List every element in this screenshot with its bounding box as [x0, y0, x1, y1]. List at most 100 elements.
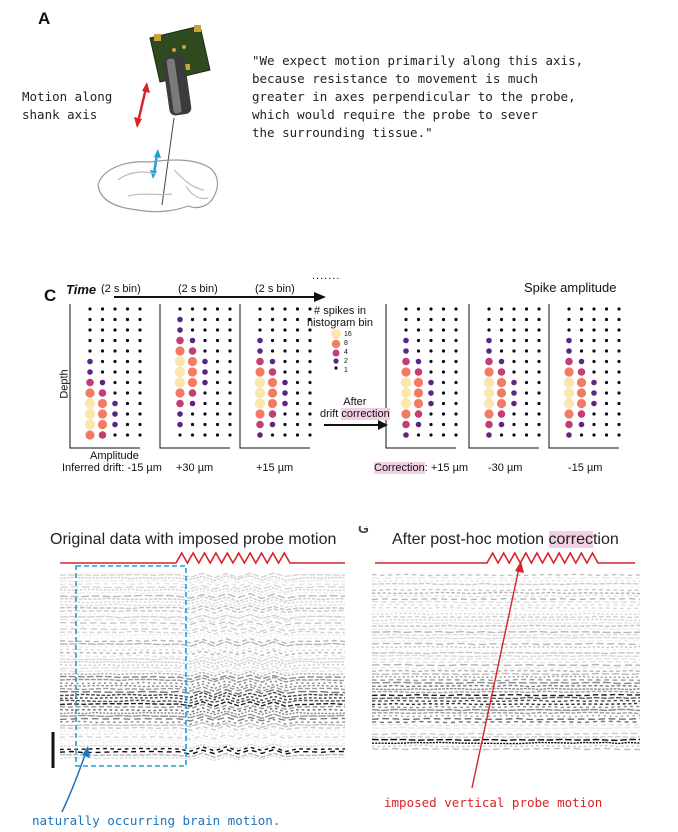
- histogram-dot: [579, 317, 584, 322]
- raster-band: [59, 683, 346, 690]
- histogram-dot: [228, 412, 232, 416]
- histogram-dot: [258, 317, 262, 322]
- histogram-dot: [283, 412, 287, 416]
- histogram-dot: [270, 349, 275, 353]
- histogram-axes: [385, 304, 456, 449]
- histogram-dot: [113, 370, 117, 374]
- histogram-dot: [413, 388, 424, 398]
- histogram-dot: [429, 338, 433, 343]
- histogram-dot: [429, 370, 433, 374]
- histogram-dot: [256, 420, 264, 429]
- histogram-dot: [255, 409, 265, 419]
- raster-band: [371, 582, 641, 586]
- histogram-dot: [524, 317, 529, 322]
- histogram-dot: [576, 388, 587, 398]
- histogram-dot: [125, 412, 130, 416]
- after-correction-label: After drift correction: [320, 396, 390, 420]
- histogram-dot: [537, 401, 541, 406]
- histogram-dot: [454, 349, 458, 353]
- quote-line: because resistance to movement is much: [252, 71, 538, 86]
- histogram-dot: [454, 328, 458, 332]
- brain-motion-arrow-icon: [61, 746, 90, 813]
- bin-label-2: (2 s bin): [178, 283, 218, 295]
- histogram-dot: [484, 409, 494, 419]
- legend-swatch: [332, 349, 340, 357]
- histogram-dot: [228, 370, 232, 374]
- histogram-dot: [537, 317, 541, 322]
- histogram-dot: [512, 422, 516, 427]
- raster-band: [59, 592, 346, 600]
- raster-band: [371, 579, 641, 583]
- histogram-dot: [496, 388, 507, 398]
- histogram-dot: [498, 421, 505, 428]
- histogram-dot: [604, 328, 609, 332]
- histogram-dot: [441, 359, 446, 364]
- histogram-dot: [188, 347, 197, 355]
- histogram-dot: [113, 349, 117, 353]
- raster-band: [371, 618, 641, 622]
- histogram-dot: [308, 391, 312, 395]
- histogram-dot: [498, 358, 505, 365]
- histogram-dot: [524, 370, 529, 374]
- raster-band: [371, 681, 641, 685]
- raster-band: [371, 657, 641, 661]
- histogram-dot: [85, 388, 95, 398]
- raster-band: [371, 708, 641, 712]
- histogram-dot: [85, 430, 95, 440]
- histogram-dot: [524, 422, 529, 427]
- raster-band: [59, 674, 346, 681]
- histogram-dot: [415, 421, 422, 428]
- histogram-dot: [295, 370, 300, 374]
- histogram-dot: [138, 307, 142, 311]
- histogram-dot: [178, 307, 182, 311]
- histogram-dot: [295, 433, 300, 437]
- histogram-dot: [604, 380, 609, 385]
- histogram-dot: [295, 317, 300, 322]
- inferred-drift-prefix: Inferred drift:: [62, 462, 125, 474]
- panel-a-label: A: [38, 9, 51, 28]
- histogram-dot: [88, 307, 92, 311]
- histogram-dot: [511, 400, 517, 407]
- raster-band: [371, 693, 640, 697]
- histogram-dot: [100, 328, 105, 332]
- histogram-dot: [308, 349, 312, 353]
- legend-value: 4: [344, 349, 348, 356]
- histogram-dot: [268, 410, 277, 418]
- histogram-dot: [295, 391, 300, 395]
- raster-band: [59, 754, 346, 762]
- histogram-dot: [454, 412, 458, 416]
- histogram-dot: [401, 367, 411, 377]
- histogram-dot: [454, 401, 458, 406]
- histogram-dot: [190, 433, 195, 437]
- histogram-dot: [254, 398, 266, 409]
- histogram-dot: [228, 422, 232, 427]
- red-motion-arrow-icon: [134, 82, 150, 128]
- histogram-dot: [592, 349, 596, 353]
- raster-band: [371, 702, 641, 706]
- left-motion-trace: [60, 551, 345, 565]
- histogram-dot: [454, 433, 458, 437]
- histogram-dot: [565, 357, 573, 366]
- histogram-dot: [487, 328, 491, 332]
- raster-band: [59, 628, 345, 636]
- histogram-dot: [512, 370, 516, 374]
- histogram-dot: [578, 421, 585, 428]
- histogram-dot: [283, 328, 287, 332]
- histogram-dot: [617, 433, 621, 437]
- raster-band: [371, 678, 641, 682]
- histogram-dot: [416, 349, 421, 353]
- histogram-dot: [524, 328, 529, 332]
- histogram-dot: [308, 422, 312, 427]
- histogram-dot: [189, 400, 196, 407]
- histogram-dot: [512, 328, 516, 332]
- legend-swatch: [333, 358, 339, 364]
- raster-band: [59, 587, 346, 594]
- histogram-dot: [617, 370, 621, 374]
- histogram-dot: [429, 328, 433, 332]
- raster-band: [371, 672, 641, 676]
- histogram-dot: [429, 317, 433, 322]
- histogram-dot: [100, 338, 105, 343]
- histogram-dot: [215, 412, 220, 416]
- histogram-dot: [295, 349, 300, 353]
